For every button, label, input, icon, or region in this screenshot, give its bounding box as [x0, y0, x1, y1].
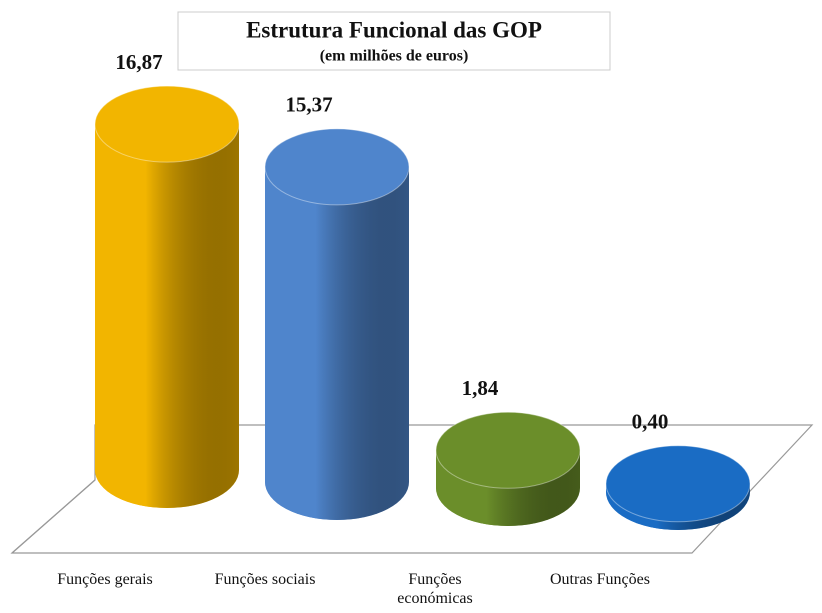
bar-shade	[265, 166, 409, 483]
value-label: 0,40	[632, 410, 669, 434]
chart-title: Estrutura Funcional das GOP	[246, 17, 542, 42]
floor-edge	[11, 479, 96, 554]
value-label: 16,87	[115, 50, 162, 74]
x-tick-label: Funções económicas	[397, 571, 473, 607]
bar-top	[435, 411, 581, 489]
x-tick-label: Funções sociais	[214, 571, 316, 588]
x-tick-label: Outras Funções	[550, 571, 650, 588]
bar-top	[94, 85, 240, 163]
bar-top	[605, 445, 751, 523]
title-box	[177, 11, 611, 71]
bar-shade	[95, 124, 239, 470]
value-label: 1,84	[462, 376, 499, 400]
x-tick-label: Funções gerais	[57, 571, 153, 588]
value-label: 15,37	[285, 93, 332, 117]
chart-subtitle: (em milhões de euros)	[320, 48, 469, 65]
bar-top	[264, 128, 410, 206]
